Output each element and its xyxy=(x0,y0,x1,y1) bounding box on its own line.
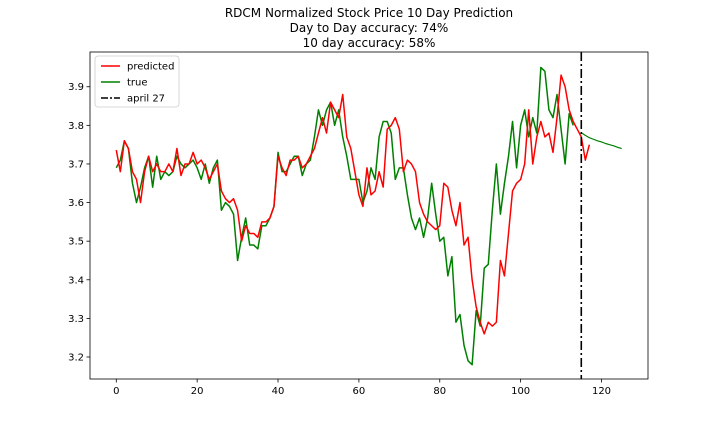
chart-subtitle-2: 10 day accuracy: 58% xyxy=(303,36,436,50)
legend-april-27-label: april 27 xyxy=(127,94,165,105)
legend-box xyxy=(94,55,180,108)
chart-subtitle-1: Day to Day accuracy: 74% xyxy=(290,21,449,35)
y-tick-label: 3.8 xyxy=(68,121,84,132)
legend-true-label: true xyxy=(127,78,148,89)
x-tick-label: 0 xyxy=(113,386,119,397)
x-tick-label: 60 xyxy=(353,386,366,397)
true-series-line xyxy=(115,66,574,366)
y-tick-label: 3.6 xyxy=(68,198,84,209)
y-tick-label: 3.7 xyxy=(68,159,84,170)
legend-predicted-label: predicted xyxy=(127,62,174,73)
y-tick-label: 3.3 xyxy=(68,314,84,325)
x-tick-label: 120 xyxy=(592,386,611,397)
chart-title: RDCM Normalized Stock Price 10 Day Predi… xyxy=(225,6,513,20)
x-tick-label: 100 xyxy=(511,386,530,397)
plot-frame xyxy=(89,51,649,380)
y-tick-label: 3.2 xyxy=(68,352,84,363)
x-tick-label: 40 xyxy=(272,386,285,397)
y-tick-label: 3.4 xyxy=(68,275,84,286)
y-tick-label: 3.5 xyxy=(68,237,84,248)
x-tick-label: 20 xyxy=(191,386,204,397)
true-forecast-line xyxy=(580,132,622,150)
predicted-series-line xyxy=(115,74,591,335)
y-tick-label: 3.9 xyxy=(68,82,84,93)
x-tick-label: 80 xyxy=(433,386,446,397)
